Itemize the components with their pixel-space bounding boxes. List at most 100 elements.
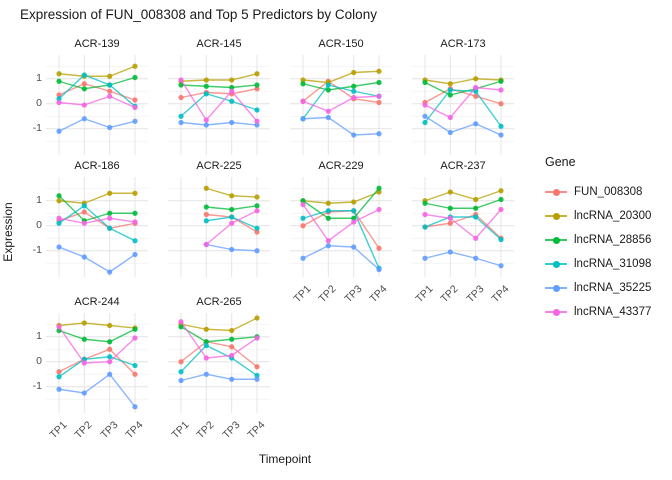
- facet-title: ACR-237: [440, 160, 486, 172]
- data-point-lncRNA_35225: [325, 243, 331, 249]
- data-point-lncRNA_31098: [498, 123, 504, 129]
- x-tick-label: TP2: [438, 283, 461, 306]
- data-point-lncRNA_31098: [473, 214, 479, 220]
- series-line-lncRNA_35225: [58, 117, 136, 132]
- y-tick-label: -1: [32, 243, 42, 256]
- data-point-lncRNA_43377: [178, 319, 184, 325]
- data-point-lncRNA_43377: [351, 94, 357, 101]
- data-point-lncRNA_28856: [178, 324, 184, 330]
- legend-items: FUN_008308 lncRNA_20300 lncRNA_28856 lncRNA…: [545, 180, 670, 324]
- data-point-lncRNA_43377: [107, 215, 113, 221]
- series-line-lncRNA_31098: [58, 356, 136, 378]
- legend-key-icon: [545, 209, 567, 223]
- data-point-lncRNA_43377: [473, 84, 479, 91]
- legend-item: FUN_008308: [545, 180, 670, 204]
- data-point-FUN_008308: [56, 369, 62, 375]
- data-point-lncRNA_28856: [376, 185, 382, 191]
- legend-key-icon: [545, 233, 567, 247]
- data-point-lncRNA_35225: [178, 377, 184, 384]
- data-point-lncRNA_43377: [132, 104, 138, 111]
- data-point-FUN_008308: [376, 99, 382, 106]
- data-point-lncRNA_31098: [254, 372, 260, 379]
- legend-item-label: lncRNA_31098: [574, 258, 652, 270]
- data-point-lncRNA_28856: [254, 82, 260, 88]
- data-point-lncRNA_35225: [422, 255, 428, 261]
- series-line-FUN_008308: [424, 213, 502, 239]
- facet-panel: [412, 55, 514, 155]
- data-point-lncRNA_35225: [203, 122, 209, 128]
- data-point-lncRNA_35225: [178, 119, 184, 126]
- data-point-lncRNA_31098: [254, 107, 260, 113]
- data-point-lncRNA_20300: [229, 327, 235, 334]
- data-point-lncRNA_28856: [498, 196, 504, 203]
- data-point-lncRNA_20300: [107, 73, 113, 79]
- series-line-lncRNA_20300: [58, 322, 136, 329]
- series-line-lncRNA_31098: [58, 204, 136, 242]
- series-line-lncRNA_35225: [58, 246, 136, 273]
- data-point-FUN_008308: [473, 93, 479, 99]
- series-line-lncRNA_20300: [58, 65, 136, 77]
- legend-key-icon: [545, 185, 567, 199]
- data-point-lncRNA_35225: [254, 122, 260, 128]
- data-point-lncRNA_35225: [229, 376, 235, 382]
- legend-item-label: lncRNA_28856: [574, 234, 652, 246]
- series-line-lncRNA_35225: [180, 121, 258, 126]
- series-line-lncRNA_31098: [180, 344, 258, 377]
- series-line-lncRNA_31098: [302, 84, 380, 120]
- data-point-FUN_008308: [81, 209, 87, 215]
- data-point-lncRNA_43377: [56, 99, 62, 106]
- data-point-lncRNA_43377: [254, 335, 260, 341]
- legend-item: lncRNA_28856: [545, 228, 670, 252]
- data-point-lncRNA_28856: [300, 81, 306, 87]
- facet-title: ACR-186: [74, 160, 120, 172]
- series-line-lncRNA_35225: [180, 373, 257, 382]
- data-point-lncRNA_35225: [81, 254, 87, 260]
- data-point-lncRNA_31098: [229, 214, 235, 220]
- data-point-lncRNA_20300: [351, 69, 357, 76]
- x-tick-label: TP1: [413, 283, 436, 306]
- data-point-lncRNA_31098: [422, 224, 428, 230]
- data-point-lncRNA_28856: [422, 79, 428, 86]
- data-point-FUN_008308: [376, 245, 382, 251]
- data-point-lncRNA_20300: [325, 200, 331, 206]
- data-point-lncRNA_43377: [132, 335, 138, 341]
- data-point-lncRNA_28856: [203, 83, 209, 89]
- data-point-lncRNA_43377: [498, 206, 504, 213]
- data-point-FUN_008308: [81, 81, 87, 87]
- series-line-FUN_008308: [180, 341, 258, 368]
- data-point-lncRNA_28856: [351, 215, 357, 221]
- data-point-lncRNA_43377: [473, 235, 479, 241]
- data-point-lncRNA_28856: [132, 210, 138, 216]
- data-point-lncRNA_35225: [56, 386, 62, 392]
- facet-panel: [412, 177, 514, 277]
- facet-title: ACR-150: [318, 38, 364, 50]
- x-tick-label: TP4: [367, 283, 390, 306]
- data-point-lncRNA_20300: [203, 77, 209, 83]
- series-line-lncRNA_35225: [424, 115, 502, 136]
- data-point-FUN_008308: [229, 344, 235, 350]
- x-tick-label: TP3: [464, 283, 487, 306]
- facet-panel: [290, 177, 392, 277]
- series-line-lncRNA_31098: [58, 74, 136, 107]
- data-point-lncRNA_28856: [351, 83, 357, 89]
- data-point-lncRNA_43377: [325, 108, 331, 114]
- data-point-lncRNA_35225: [498, 132, 504, 138]
- data-point-lncRNA_28856: [447, 92, 453, 98]
- x-tick-label: TP2: [194, 419, 217, 442]
- data-point-lncRNA_43377: [300, 98, 306, 104]
- data-point-lncRNA_35225: [132, 118, 138, 124]
- series-line-lncRNA_43377: [58, 217, 136, 224]
- data-point-lncRNA_35225: [498, 263, 504, 269]
- data-point-lncRNA_35225: [300, 255, 306, 261]
- data-point-lncRNA_43377: [132, 219, 138, 225]
- data-point-lncRNA_35225: [107, 371, 113, 377]
- data-point-lncRNA_31098: [132, 238, 138, 244]
- data-point-lncRNA_43377: [203, 355, 209, 361]
- series-line-lncRNA_28856: [180, 84, 258, 89]
- series-line-lncRNA_28856: [58, 328, 136, 343]
- data-point-lncRNA_43377: [498, 87, 504, 93]
- legend-title: Gene: [545, 155, 576, 169]
- data-point-lncRNA_35225: [132, 404, 138, 410]
- y-tick-label: -1: [32, 121, 42, 134]
